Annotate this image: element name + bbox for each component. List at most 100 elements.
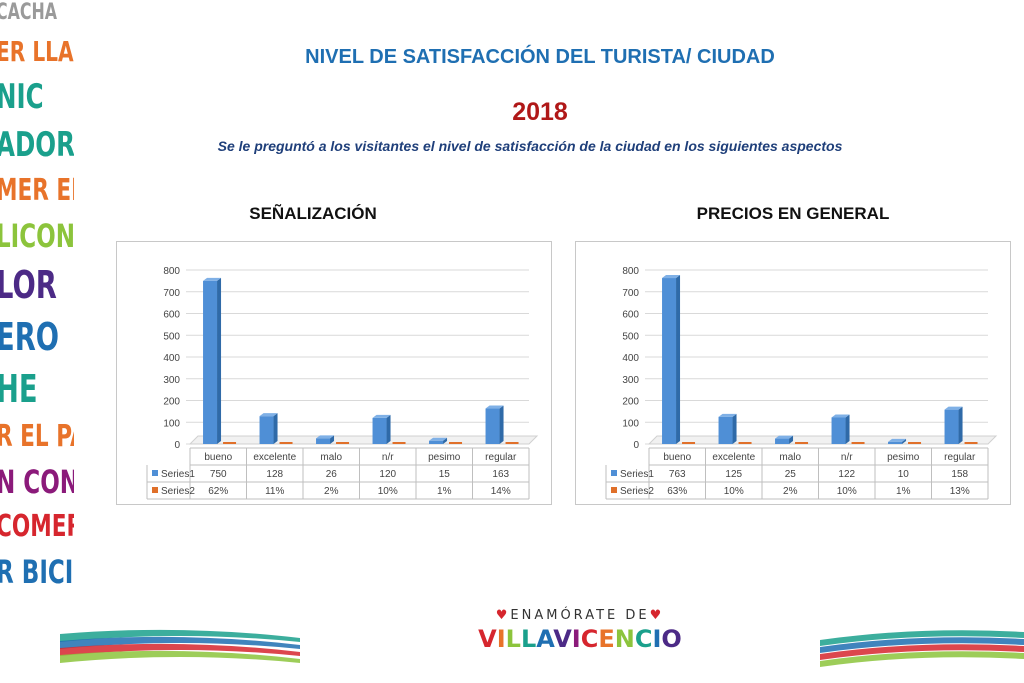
data-label: 128: [266, 469, 283, 480]
x-category-label: pesimo: [887, 452, 920, 463]
wave-stripe: [820, 651, 1024, 667]
bar-series1-side: [217, 277, 222, 444]
logo-letter: I: [571, 625, 581, 653]
bar-series1-side: [958, 406, 963, 444]
legend-series-name: Series1: [620, 469, 654, 480]
decorative-word: CACHA: [0, 0, 58, 25]
bar-series1: [372, 417, 387, 444]
logo-letter: C: [634, 625, 653, 653]
bar-series1-top: [718, 413, 737, 417]
chart-precios-svg: 0 100 200 300 400 500 600 700 800 bueno excelente m…: [605, 266, 998, 500]
y-tick-label: 600: [163, 310, 180, 321]
x-category-label: malo: [320, 452, 342, 463]
decorative-word: ERO: [0, 315, 60, 359]
bar-series1-top: [203, 277, 222, 281]
data-label: 10%: [724, 486, 744, 497]
logo-letter: E: [598, 625, 615, 653]
bar-series1-top: [831, 414, 850, 418]
y-tick-label: 800: [622, 266, 639, 277]
y-tick-label: 500: [163, 331, 180, 342]
bar-series2: [392, 442, 406, 444]
y-tick-label: 700: [163, 288, 180, 299]
x-category-label: regular: [944, 452, 976, 463]
decorative-word: LICON: [0, 217, 74, 255]
x-category-label: pesimo: [428, 452, 461, 463]
data-label: 62%: [208, 486, 228, 497]
bar-series1-side: [902, 438, 907, 444]
data-label: 15: [439, 469, 451, 480]
logo-letter: L: [520, 625, 537, 653]
page-subtitle: Se le preguntó a los visitantes el nivel…: [217, 138, 843, 154]
bar-series1: [775, 438, 790, 444]
data-label: 13%: [950, 486, 970, 497]
x-category-label: regular: [485, 452, 517, 463]
bar-series1: [944, 409, 959, 444]
chart-floor: [647, 435, 998, 445]
chart-precios: 0 100 200 300 400 500 600 700 800 bueno excelente m…: [575, 241, 1011, 505]
data-label: 2%: [324, 486, 339, 497]
bar-series2: [738, 442, 752, 444]
legend-key: [152, 470, 158, 476]
bar-series1-top: [316, 435, 335, 439]
y-tick-label: 200: [622, 397, 639, 408]
bar-series1: [888, 441, 903, 444]
logo-letter: I: [652, 625, 662, 653]
decorative-word: NIC: [0, 77, 44, 117]
bar-series2: [449, 442, 463, 444]
bar-series1: [718, 416, 733, 444]
bar-series1-side: [273, 413, 278, 444]
data-label: 163: [492, 469, 509, 480]
bar-series1: [485, 408, 500, 444]
data-label: 26: [326, 469, 338, 480]
x-category-label: n/r: [382, 452, 394, 463]
data-label: 11%: [265, 486, 284, 497]
data-label: 14%: [491, 486, 511, 497]
decorative-word: R BICIC: [0, 553, 74, 591]
logo-letter: V: [478, 625, 497, 653]
y-tick-label: 600: [622, 310, 639, 321]
page-title: NIVEL DE SATISFACCIÓN DEL TURISTA/ CIUDA…: [305, 46, 775, 68]
data-label: 158: [951, 469, 968, 480]
legend-key: [611, 487, 617, 493]
chart-senalizacion-svg: 0 100 200 300 400 500 600 700 800 bueno excelente m…: [146, 266, 539, 500]
x-category-label: malo: [779, 452, 801, 463]
logo-letter: V: [553, 625, 572, 653]
bar-series1: [203, 280, 218, 444]
bar-series2: [223, 442, 237, 444]
logo-letter: C: [580, 625, 599, 653]
logo-letter: N: [614, 625, 635, 653]
wave-stripe: [820, 644, 1024, 660]
decorative-word: MER EL F: [0, 173, 74, 208]
wave-stripe: [820, 630, 1024, 646]
bar-series1: [662, 278, 677, 444]
data-label: 120: [379, 469, 396, 480]
bar-series1-top: [662, 275, 681, 279]
bar-series2: [682, 442, 696, 444]
bar-series1-side: [499, 405, 504, 444]
data-label: 2%: [783, 486, 798, 497]
legend-key: [152, 487, 158, 493]
bar-series2: [279, 442, 293, 444]
bar-series1-side: [386, 414, 391, 444]
data-label: 25: [785, 469, 797, 480]
bar-series1-top: [429, 437, 448, 441]
y-tick-label: 700: [622, 288, 639, 299]
bar-series1: [831, 417, 846, 444]
y-tick-label: 100: [622, 418, 639, 429]
bar-series1-top: [775, 435, 794, 439]
bar-series1-side: [676, 275, 681, 444]
logo-letter: O: [661, 625, 682, 653]
y-tick-label: 0: [174, 440, 180, 451]
bar-series2: [908, 442, 922, 444]
y-tick-label: 400: [163, 353, 180, 364]
bar-series1-top: [888, 438, 907, 442]
y-tick-label: 200: [163, 397, 180, 408]
logo-letter: L: [505, 625, 521, 653]
bar-series1-top: [944, 406, 963, 410]
y-tick-label: 100: [163, 418, 180, 429]
bar-series1: [316, 438, 331, 444]
decorative-waves-left: [60, 629, 300, 663]
bar-series2: [505, 442, 519, 444]
chart-title-senalizacion: SEÑALIZACIÓN: [249, 204, 377, 223]
